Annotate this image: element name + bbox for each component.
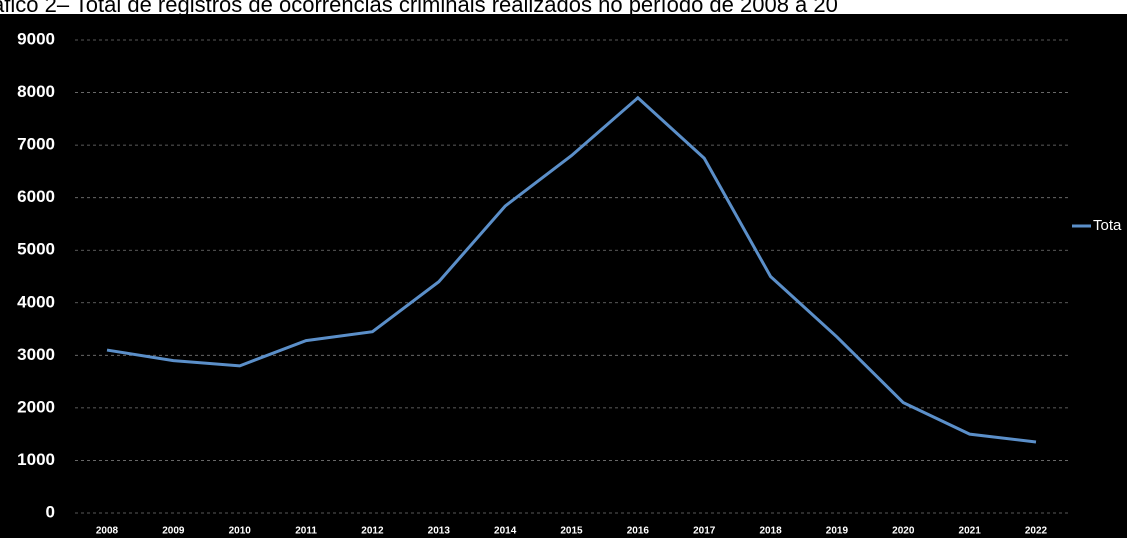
x-tick-label: 2012 (361, 526, 384, 537)
x-tick-label: 2015 (560, 526, 583, 537)
x-tick-label: 2018 (759, 526, 782, 537)
y-tick-label: 6000 (17, 187, 55, 206)
x-tick-label: 2009 (162, 526, 185, 537)
x-tick-label: 2016 (627, 526, 650, 537)
x-tick-label: 2017 (693, 526, 716, 537)
y-tick-label: 7000 (17, 135, 55, 154)
x-tick-label: 2022 (1025, 526, 1048, 537)
x-tick-label: 2020 (892, 526, 915, 537)
x-tick-label: 2021 (959, 526, 982, 537)
y-tick-label: 1000 (17, 450, 55, 469)
x-tick-label: 2011 (295, 526, 317, 537)
legend-label: Tota (1093, 217, 1122, 234)
y-tick-label: 0 (46, 502, 55, 521)
y-tick-label: 2000 (17, 397, 55, 416)
x-tick-label: 2019 (826, 526, 849, 537)
x-tick-label: 2008 (96, 526, 119, 537)
x-tick-label: 2010 (229, 526, 252, 537)
y-tick-label: 5000 (17, 240, 55, 259)
x-tick-label: 2013 (428, 526, 451, 537)
y-tick-label: 4000 (17, 292, 55, 311)
chart-title: áfico 2– Total de registros de ocorrênci… (0, 0, 838, 17)
y-tick-label: 3000 (17, 345, 55, 364)
x-tick-label: 2014 (494, 526, 517, 537)
y-tick-label: 8000 (17, 82, 55, 101)
y-tick-label: 9000 (17, 29, 55, 48)
data-line (106, 95, 1037, 444)
title-strip (0, 0, 1127, 14)
